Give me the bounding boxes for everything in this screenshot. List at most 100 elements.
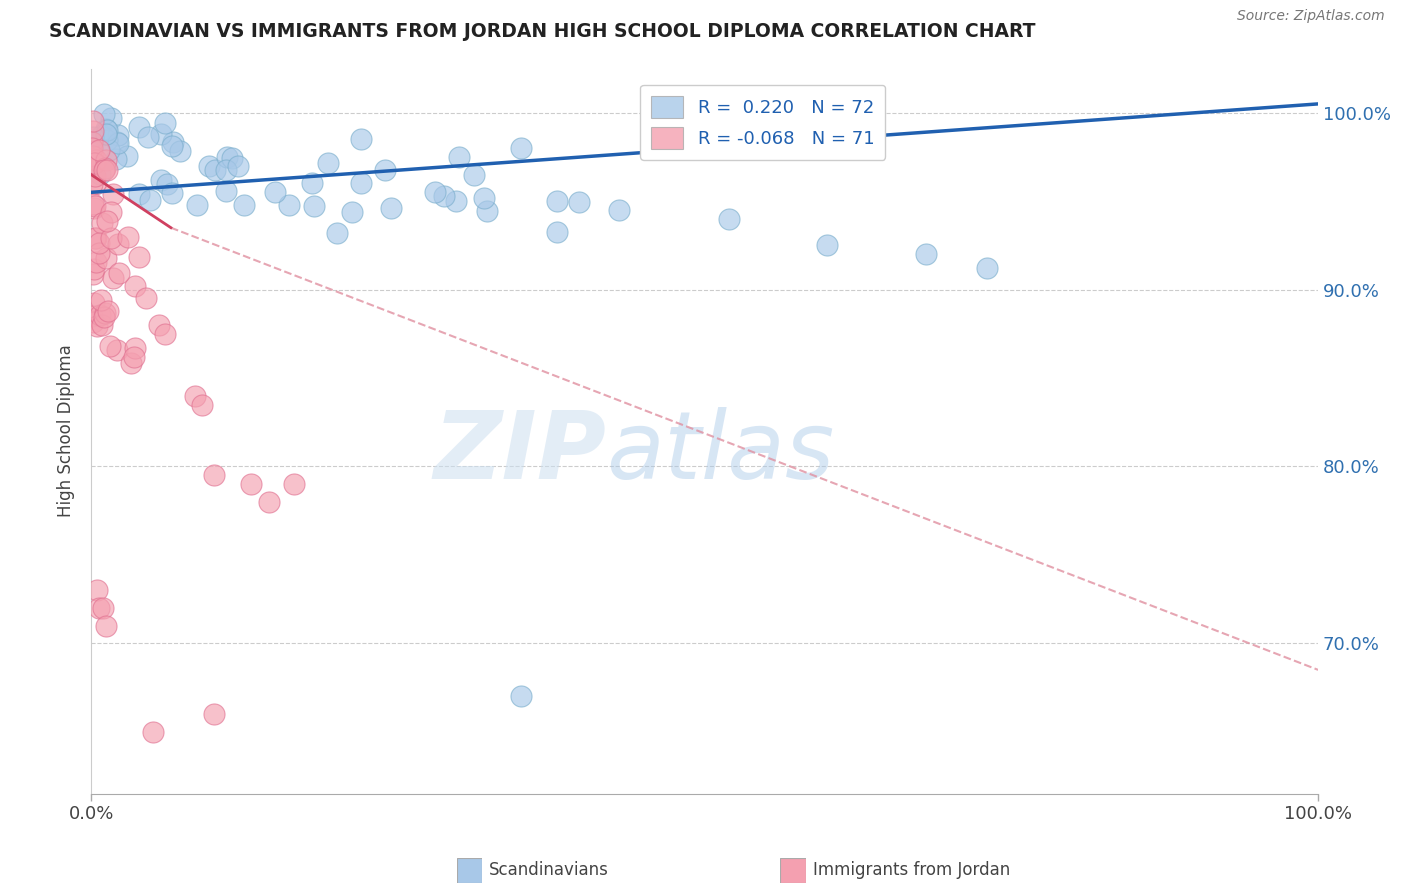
Point [117,230,139,244]
Point [108,266,131,280]
Point [215,184,238,198]
Point [374,162,396,177]
Point [148,318,170,332]
Point [198,159,221,173]
Point [128,186,150,201]
Point [82,196,104,211]
Point [94,306,117,320]
Point [202,707,225,722]
Point [86,583,108,598]
Text: Scandinavians: Scandinavians [489,861,609,879]
Point [155,116,177,130]
Point [546,225,568,239]
Point [202,468,225,483]
Point [84,169,107,184]
Text: atlas: atlas [606,408,835,499]
Point [94,161,117,176]
Point [83,156,105,170]
Point [94,618,117,632]
Point [124,278,146,293]
Point [141,724,163,739]
Point [340,205,363,219]
Point [93,107,115,121]
Point [472,191,495,205]
Point [96,123,118,137]
Legend: R =  0.220   N = 72, R = -0.068   N = 71: R = 0.220 N = 72, R = -0.068 N = 71 [640,85,886,160]
Point [105,153,128,167]
Point [302,198,325,212]
Point [475,203,498,218]
Point [94,251,117,265]
Point [97,143,120,157]
Point [449,150,471,164]
Point [278,198,301,212]
Point [264,186,287,200]
Point [84,255,107,269]
Point [83,296,105,310]
Point [91,216,114,230]
Point [301,177,323,191]
Point [94,127,117,141]
Point [86,230,108,244]
Point [80,309,103,323]
Point [162,138,184,153]
Point [215,150,238,164]
Point [215,162,238,177]
Point [82,141,104,155]
Point [546,194,568,209]
Point [124,341,146,355]
Point [326,226,349,240]
Point [257,495,280,509]
Point [80,136,103,150]
Point [423,186,446,200]
Point [84,177,107,191]
Point [228,159,250,173]
Point [94,122,117,136]
Point [153,326,176,341]
Text: SCANDINAVIAN VS IMMIGRANTS FROM JORDAN HIGH SCHOOL DIPLOMA CORRELATION CHART: SCANDINAVIAN VS IMMIGRANTS FROM JORDAN H… [49,22,1036,41]
Point [83,156,105,170]
Point [607,202,630,217]
Point [232,198,254,212]
Point [107,136,129,150]
Point [93,601,115,615]
Point [90,293,112,307]
Point [82,114,104,128]
Point [87,601,110,615]
Point [162,186,184,200]
Point [87,236,110,251]
Point [94,153,117,168]
Point [107,237,129,252]
Point [149,172,172,186]
Point [105,135,128,149]
Point [89,245,111,260]
Point [82,129,104,144]
Point [136,130,159,145]
Point [98,339,121,353]
Point [100,205,122,219]
Point [204,162,226,177]
Point [87,143,110,157]
Point [221,151,243,165]
Point [90,318,112,333]
Point [433,188,456,202]
Point [96,133,118,147]
Point [568,194,591,209]
Text: Source: ZipAtlas.com: Source: ZipAtlas.com [1237,9,1385,23]
Point [93,163,115,178]
Y-axis label: High School Diploma: High School Diploma [58,344,75,517]
Point [135,292,157,306]
Point [815,238,838,252]
Point [509,141,531,155]
Point [89,167,111,181]
Point [139,193,162,207]
Point [82,123,104,137]
Point [83,198,105,212]
Point [86,318,108,333]
Point [380,201,402,215]
Point [105,343,128,357]
Point [190,398,212,412]
Point [82,267,104,281]
Point [509,690,531,704]
Point [184,389,207,403]
